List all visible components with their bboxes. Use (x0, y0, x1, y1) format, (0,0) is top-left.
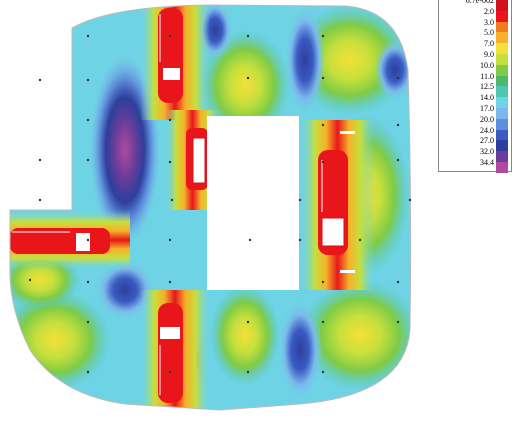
core-opening (207, 116, 299, 290)
legend-swatch (496, 162, 508, 173)
legend-label: 12.5 (480, 82, 494, 92)
legend-row: 14.0 (439, 93, 511, 108)
legend-row: 17.0 (439, 104, 511, 119)
legend-row: 34.4 (439, 158, 511, 173)
legend-row: 20.0 (439, 114, 511, 130)
legend-label: 17.0 (480, 104, 494, 113)
legend-row: 12.5 (439, 82, 511, 98)
legend-swatch (496, 54, 508, 65)
legend-label: 2.0 (484, 6, 494, 16)
legend-swatch (496, 118, 508, 130)
legend-row: 11.0 (439, 71, 511, 87)
legend-label: 14.0 (480, 93, 494, 103)
legend-label: 20.0 (480, 114, 494, 124)
legend-swatch (496, 64, 508, 76)
legend-label: 32.0 (480, 147, 494, 157)
legend-row: 2.0 (439, 6, 511, 22)
slab-outline (9, 4, 412, 411)
legend-row: 6.7e-002 (439, 0, 511, 11)
legend-row: 32.0 (439, 147, 511, 162)
legend-label: 27.0 (480, 136, 494, 146)
legend-swatch (496, 32, 508, 44)
legend-label: 7.0 (484, 39, 494, 49)
legend-swatch (496, 129, 508, 141)
legend-label: 34.4 (480, 158, 494, 167)
legend-swatch (496, 21, 508, 33)
legend-swatch (496, 43, 508, 54)
legend-label: 3.0 (484, 17, 494, 27)
legend-swatch (496, 108, 508, 119)
legend-swatch (496, 10, 508, 22)
legend-label: 24.0 (480, 125, 494, 135)
legend-swatch (496, 97, 508, 108)
legend-row: 10.0 (439, 60, 511, 76)
legend-swatch (496, 140, 508, 152)
legend-row: 9.0 (439, 50, 511, 65)
legend-row: 5.0 (439, 28, 511, 44)
legend-swatch (496, 75, 508, 87)
legend-label: 9.0 (484, 50, 494, 59)
legend-row: 3.0 (439, 17, 511, 33)
slab-contours (10, 5, 411, 410)
legend-row: 7.0 (439, 39, 511, 54)
legend-label: 5.0 (484, 28, 494, 38)
legend-swatch (496, 0, 508, 11)
legend-row: 27.0 (439, 136, 511, 152)
legend-row: 24.0 (439, 125, 511, 141)
node-markers (28, 34, 412, 374)
legend-label: 11.0 (480, 71, 494, 81)
legend-label: 10.0 (480, 60, 494, 70)
legend-label: 6.7e-002 (465, 0, 494, 5)
legend-swatch (496, 151, 508, 162)
color-legend: 6.7e-002 2.0 3.0 5.0 7.0 9.0 10.0 11.0 12.5 14.0 1… (438, 0, 512, 173)
legend-swatch (496, 86, 508, 98)
